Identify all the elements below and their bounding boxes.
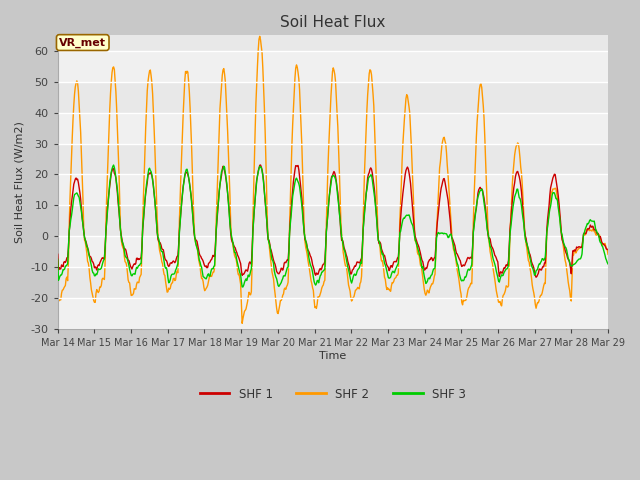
Legend: SHF 1, SHF 2, SHF 3: SHF 1, SHF 2, SHF 3	[195, 383, 470, 405]
SHF 2	[64, 278, 72, 284]
SHF 1	[205, 260, 213, 265]
SHF 1	[604, 247, 612, 252]
SHF 3	[64, 261, 72, 266]
X-axis label: Time: Time	[319, 351, 346, 361]
SHF 1	[417, 251, 424, 256]
Y-axis label: Soil Heat Flux (W/m2): Soil Heat Flux (W/m2)	[15, 121, 25, 243]
SHF 2	[256, 34, 264, 39]
SHF 1	[54, 252, 61, 257]
Bar	[58, 51, 608, 82]
SHF 1	[257, 162, 264, 168]
Title: Soil Heat Flux: Soil Heat Flux	[280, 15, 385, 30]
SHF 1	[177, 218, 184, 224]
SHF 3	[401, 214, 409, 220]
SHF 2	[205, 275, 213, 280]
Bar	[58, 236, 608, 267]
SHF 1	[120, 246, 128, 252]
SHF 2	[120, 253, 128, 259]
Line: SHF 3: SHF 3	[58, 165, 608, 287]
SHF 3	[206, 273, 214, 279]
SHF 1	[64, 254, 72, 260]
SHF 2	[417, 264, 425, 270]
SHF 3	[54, 256, 61, 262]
Bar	[58, 298, 608, 329]
Line: SHF 2: SHF 2	[58, 36, 608, 324]
SHF 3	[109, 162, 117, 168]
SHF 3	[238, 284, 246, 290]
SHF 2	[177, 194, 184, 200]
SHF 2	[238, 321, 246, 326]
Text: VR_met: VR_met	[60, 37, 106, 48]
SHF 2	[401, 105, 409, 111]
Bar	[58, 113, 608, 144]
Bar	[58, 174, 608, 205]
SHF 3	[177, 208, 185, 214]
SHF 3	[417, 261, 425, 266]
SHF 1	[532, 275, 540, 280]
Line: SHF 1: SHF 1	[58, 165, 608, 277]
SHF 3	[604, 261, 612, 267]
SHF 2	[54, 266, 61, 272]
SHF 1	[401, 178, 408, 183]
SHF 2	[604, 252, 612, 257]
SHF 3	[121, 252, 129, 258]
